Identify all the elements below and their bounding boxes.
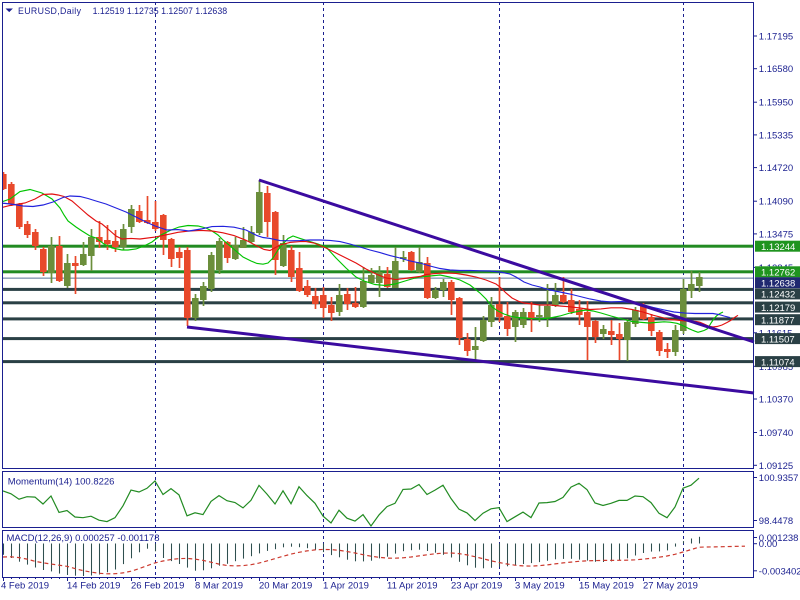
svg-text:1.14090: 1.14090 bbox=[759, 197, 793, 208]
svg-text:-0.003402: -0.003402 bbox=[759, 566, 800, 577]
svg-text:26 Feb 2019: 26 Feb 2019 bbox=[131, 581, 184, 592]
svg-text:1.12638: 1.12638 bbox=[761, 278, 795, 289]
svg-text:1 Apr 2019: 1 Apr 2019 bbox=[323, 581, 369, 592]
svg-text:Momentum(14) 100.8226: Momentum(14) 100.8226 bbox=[8, 477, 115, 488]
svg-text:4 Feb 2019: 4 Feb 2019 bbox=[1, 581, 49, 592]
svg-text:1.12762: 1.12762 bbox=[761, 268, 795, 279]
svg-text:23 Apr 2019: 23 Apr 2019 bbox=[451, 581, 502, 592]
svg-text:20 Mar 2019: 20 Mar 2019 bbox=[259, 581, 312, 592]
svg-text:1.14720: 1.14720 bbox=[759, 163, 793, 174]
svg-text:1.11877: 1.11877 bbox=[761, 315, 795, 326]
svg-text:14 Feb 2019: 14 Feb 2019 bbox=[67, 581, 120, 592]
svg-text:11 Apr 2019: 11 Apr 2019 bbox=[387, 581, 438, 592]
svg-text:1.12432: 1.12432 bbox=[761, 290, 795, 301]
svg-text:15 May 2019: 15 May 2019 bbox=[579, 581, 634, 592]
svg-text:EURUSD,Daily 1.12519 1.12735: EURUSD,Daily 1.12519 1.12735 1.12507 1.1… bbox=[18, 6, 227, 16]
svg-text:1.17195: 1.17195 bbox=[759, 32, 793, 43]
svg-text:1.09125: 1.09125 bbox=[759, 461, 793, 472]
svg-text:8 Mar 2019: 8 Mar 2019 bbox=[195, 581, 243, 592]
svg-text:1.10985: 1.10985 bbox=[759, 362, 793, 373]
svg-text:0.00: 0.00 bbox=[759, 539, 778, 550]
svg-text:1.11074: 1.11074 bbox=[761, 357, 795, 368]
svg-text:27 May 2019: 27 May 2019 bbox=[643, 581, 698, 592]
svg-text:1.09740: 1.09740 bbox=[759, 428, 793, 439]
svg-text:1.15950: 1.15950 bbox=[759, 98, 793, 109]
svg-text:1.15335: 1.15335 bbox=[759, 130, 793, 141]
svg-text:1.11507: 1.11507 bbox=[761, 334, 795, 345]
svg-text:0.001238: 0.001238 bbox=[759, 533, 799, 544]
svg-text:100.9357: 100.9357 bbox=[759, 473, 799, 484]
svg-text:1.12179: 1.12179 bbox=[761, 303, 795, 314]
svg-text:1.13475: 1.13475 bbox=[759, 229, 793, 240]
svg-text:MACD(12,26,9) 0.000257 -0.0011: MACD(12,26,9) 0.000257 -0.001178 bbox=[7, 533, 160, 544]
svg-text:3 May 2019: 3 May 2019 bbox=[515, 581, 565, 592]
svg-text:98.4478: 98.4478 bbox=[759, 516, 793, 527]
svg-text:1.10370: 1.10370 bbox=[759, 395, 793, 406]
svg-text:1.13244: 1.13244 bbox=[761, 242, 795, 253]
svg-text:1.16580: 1.16580 bbox=[759, 64, 793, 75]
